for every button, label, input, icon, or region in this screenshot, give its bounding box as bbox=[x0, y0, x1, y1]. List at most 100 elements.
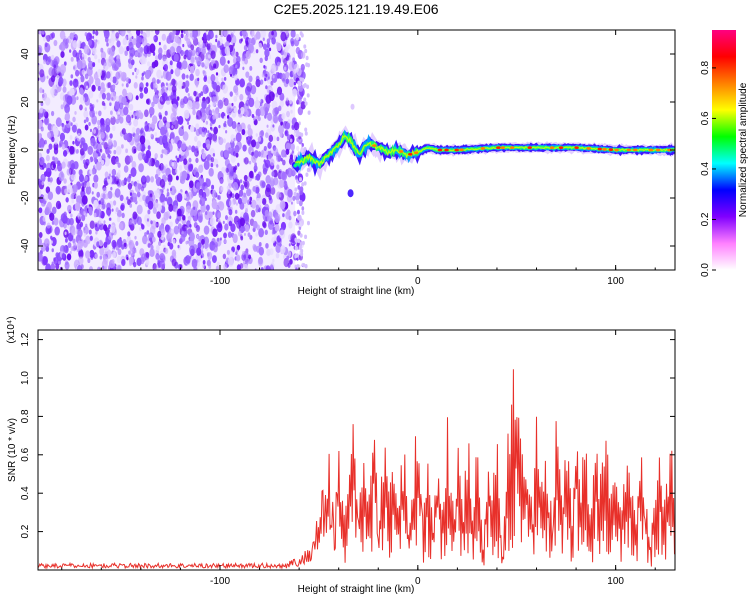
noise-speckle bbox=[126, 176, 131, 183]
noise-speckle bbox=[223, 149, 229, 159]
noise-speckle bbox=[126, 196, 129, 201]
noise-speckle bbox=[118, 62, 122, 67]
noise-speckle bbox=[64, 185, 67, 190]
noise-speckle bbox=[171, 229, 174, 234]
noise-speckle bbox=[177, 115, 184, 125]
noise-speckle bbox=[198, 235, 203, 242]
noise-speckle bbox=[250, 199, 257, 209]
noise-speckle bbox=[205, 211, 208, 216]
noise-speckle bbox=[42, 220, 46, 226]
noise-speckle bbox=[63, 128, 67, 134]
noise-speckle bbox=[172, 30, 176, 34]
noise-speckle bbox=[198, 215, 203, 223]
noise-speckle bbox=[301, 182, 305, 187]
noise-speckle bbox=[165, 164, 168, 169]
noise-speckle bbox=[52, 60, 59, 70]
colorbar-tick-label: 0.6 bbox=[700, 111, 711, 125]
noise-speckle bbox=[303, 97, 307, 102]
noise-speckle bbox=[273, 177, 279, 186]
noise-speckle bbox=[220, 186, 224, 191]
noise-speckle bbox=[133, 133, 140, 143]
noise-speckle bbox=[194, 150, 197, 155]
noise-speckle bbox=[84, 96, 90, 106]
noise-speckle bbox=[47, 148, 50, 153]
noise-speckle bbox=[50, 240, 53, 244]
noise-speckle bbox=[242, 263, 249, 270]
noise-speckle bbox=[181, 85, 184, 89]
snr-ytick-label: 0.8 bbox=[20, 409, 31, 423]
noise-speckle bbox=[259, 57, 263, 64]
noise-speckle bbox=[196, 110, 202, 120]
noise-speckle bbox=[118, 116, 124, 124]
noise-speckle bbox=[154, 173, 159, 180]
noise-speckle bbox=[39, 157, 42, 162]
noise-speckle bbox=[38, 252, 43, 262]
noise-speckle bbox=[132, 38, 137, 46]
noise-speckle bbox=[235, 132, 242, 143]
noise-speckle bbox=[166, 137, 170, 142]
noise-speckle bbox=[115, 157, 119, 165]
noise-speckle bbox=[299, 233, 303, 238]
noise-speckle bbox=[201, 48, 206, 55]
noise-speckle bbox=[67, 204, 72, 213]
noise-speckle bbox=[134, 115, 137, 120]
noise-speckle bbox=[120, 30, 123, 35]
noise-speckle bbox=[272, 75, 275, 79]
noise-speckle bbox=[231, 67, 238, 77]
noise-speckle bbox=[78, 40, 81, 44]
noise-speckle bbox=[211, 33, 215, 38]
noise-speckle bbox=[233, 95, 238, 102]
signal-peak bbox=[500, 146, 505, 150]
noise-speckle bbox=[267, 76, 271, 80]
noise-speckle bbox=[292, 88, 298, 97]
noise-speckle bbox=[188, 157, 192, 163]
noise-speckle bbox=[64, 261, 70, 270]
noise-speckle bbox=[188, 237, 195, 248]
noise-speckle bbox=[259, 79, 264, 85]
noise-speckle bbox=[292, 195, 296, 201]
noise-speckle bbox=[159, 252, 166, 263]
noise-speckle bbox=[265, 175, 271, 184]
noise-speckle bbox=[112, 200, 117, 206]
noise-speckle bbox=[187, 163, 194, 172]
noise-speckle bbox=[106, 118, 110, 123]
noise-speckle bbox=[96, 191, 101, 198]
noise-speckle bbox=[96, 208, 102, 218]
noise-speckle bbox=[219, 178, 224, 184]
noise-speckle bbox=[234, 192, 240, 200]
noise-speckle bbox=[38, 188, 42, 197]
noise-speckle bbox=[277, 105, 282, 112]
noise-speckle bbox=[107, 138, 113, 146]
noise-speckle bbox=[75, 150, 78, 154]
noise-speckle bbox=[103, 156, 110, 167]
spectrogram-noise-region bbox=[38, 30, 311, 270]
noise-speckle bbox=[241, 55, 246, 62]
noise-speckle bbox=[72, 140, 75, 145]
noise-speckle bbox=[304, 263, 308, 269]
noise-speckle bbox=[47, 191, 54, 201]
noise-speckle bbox=[198, 93, 202, 98]
noise-speckle bbox=[150, 133, 153, 138]
noise-speckle bbox=[54, 226, 60, 236]
noise-speckle bbox=[235, 64, 238, 69]
noise-speckle bbox=[176, 193, 183, 203]
noise-speckle bbox=[160, 228, 166, 236]
noise-speckle bbox=[139, 227, 142, 232]
noise-speckle bbox=[303, 82, 307, 88]
noise-speckle bbox=[148, 161, 152, 167]
noise-speckle bbox=[301, 77, 305, 83]
noise-speckle bbox=[88, 121, 91, 127]
signal-peak bbox=[558, 146, 564, 150]
spectrogram-x-axis: -100 0 100 bbox=[61, 30, 656, 287]
noise-speckle bbox=[183, 54, 187, 60]
spectrogram-xlabel: Height of straight line (km) bbox=[298, 286, 415, 297]
noise-speckle bbox=[49, 212, 55, 221]
noise-speckle bbox=[93, 199, 99, 208]
spectrogram-xtick-label: -100 bbox=[210, 276, 230, 287]
noise-speckle bbox=[296, 129, 300, 135]
noise-speckle bbox=[171, 249, 177, 257]
noise-speckle bbox=[210, 162, 214, 168]
noise-speckle bbox=[66, 168, 72, 176]
noise-speckle bbox=[205, 106, 211, 116]
noise-speckle bbox=[170, 112, 177, 122]
